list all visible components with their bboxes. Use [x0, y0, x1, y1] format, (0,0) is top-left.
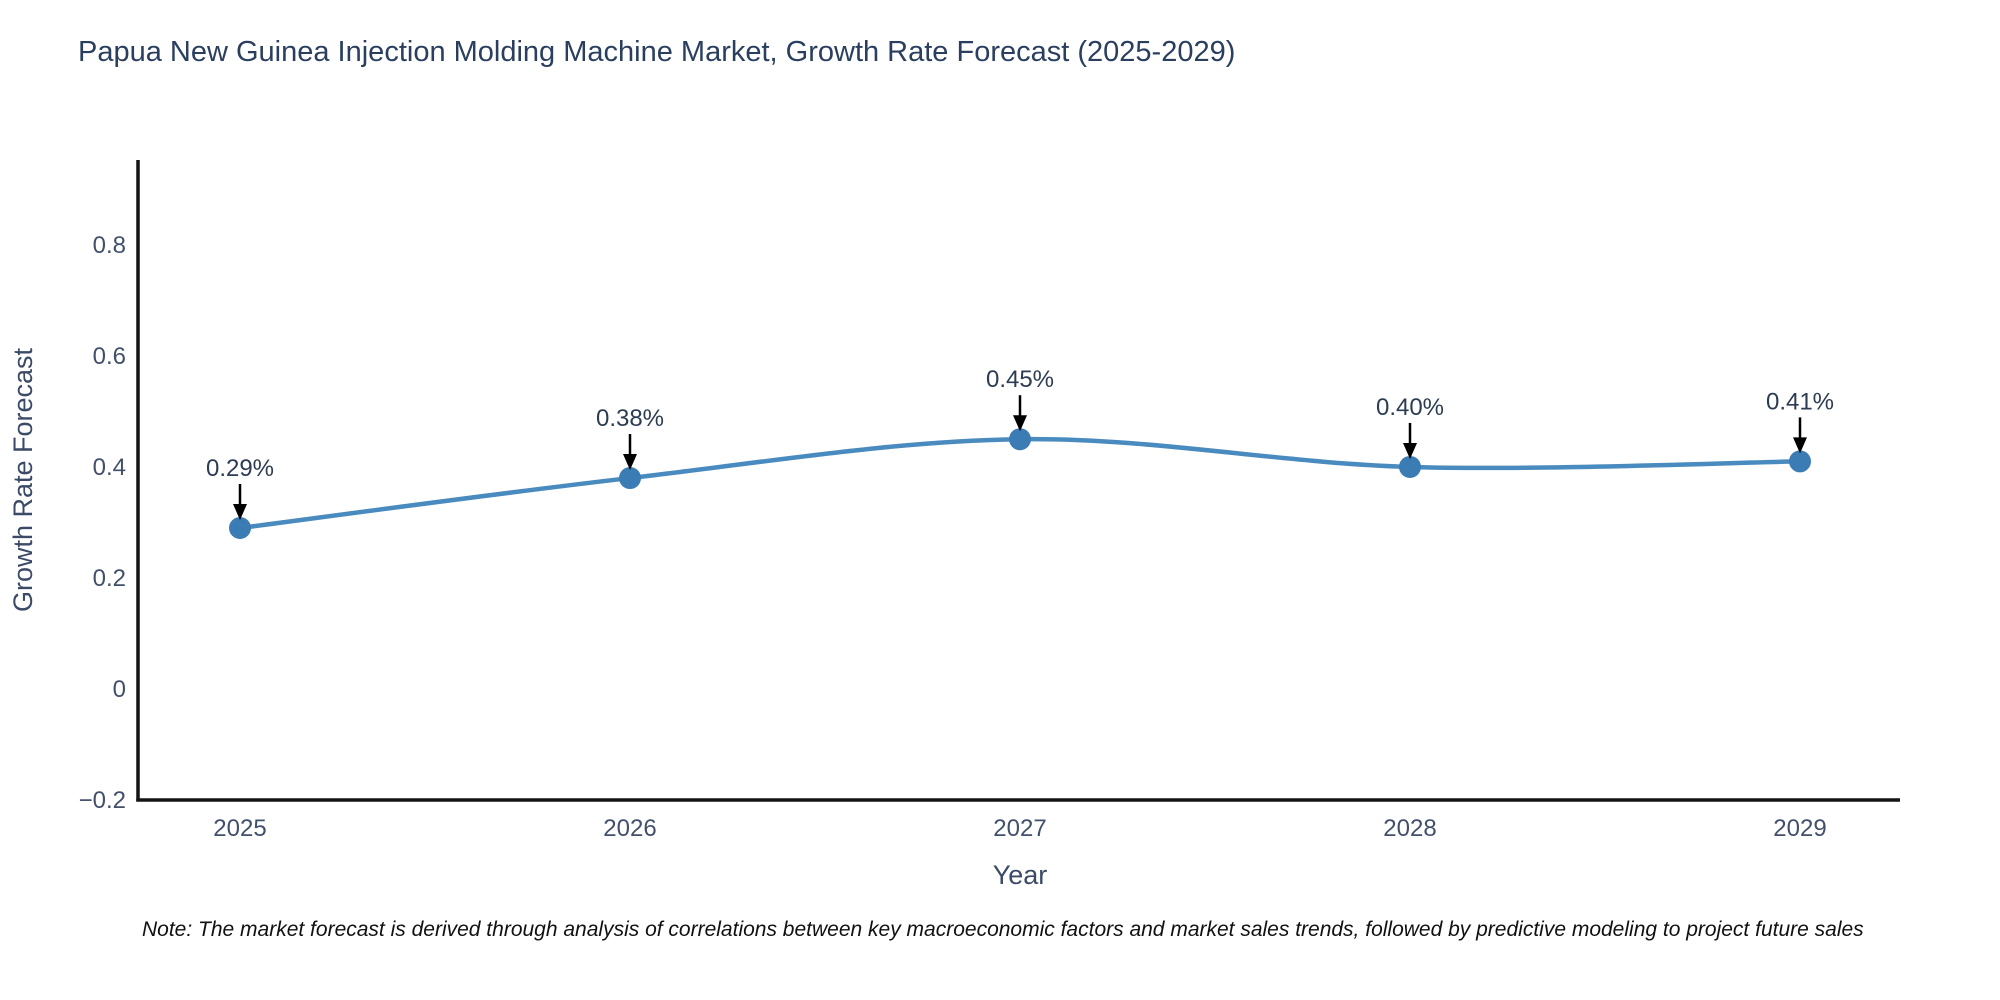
- annotation-arrowhead-icon: [1013, 415, 1027, 432]
- data-point-marker: [1009, 428, 1031, 451]
- data-point-label: 0.38%: [596, 405, 664, 432]
- y-tick-label: 0.4: [93, 454, 126, 481]
- annotation-arrowhead-icon: [1793, 437, 1807, 454]
- footnote: Note: The market forecast is derived thr…: [142, 918, 1864, 941]
- x-tick-label: 2028: [1383, 815, 1436, 842]
- annotation-arrowhead-icon: [233, 504, 247, 521]
- y-axis-title: Growth Rate Forecast: [8, 347, 38, 612]
- y-tick-label: 0.6: [93, 343, 126, 370]
- data-point-label: 0.45%: [986, 366, 1054, 393]
- annotation-arrowhead-icon: [623, 454, 637, 471]
- data-point-marker: [619, 467, 641, 490]
- data-point-marker: [1789, 450, 1811, 473]
- y-tick-label: −0.2: [79, 787, 126, 814]
- x-tick-label: 2025: [213, 815, 266, 842]
- y-tick-label: 0.2: [93, 565, 126, 592]
- data-point-label: 0.40%: [1376, 394, 1444, 421]
- data-point-marker: [1399, 455, 1421, 478]
- chart-title: Papua New Guinea Injection Molding Machi…: [78, 36, 1236, 68]
- x-axis-title: Year: [993, 860, 1048, 890]
- y-tick-label: 0: [113, 676, 126, 703]
- data-point-marker: [229, 517, 251, 540]
- annotation-arrowhead-icon: [1403, 442, 1417, 459]
- x-tick-label: 2027: [993, 815, 1046, 842]
- y-tick-label: 0.8: [93, 232, 126, 259]
- x-tick-label: 2026: [603, 815, 656, 842]
- data-point-label: 0.29%: [206, 455, 274, 482]
- x-tick-label: 2029: [1773, 815, 1826, 842]
- data-point-label: 0.41%: [1766, 388, 1834, 415]
- forecast-line: [237, 436, 1803, 531]
